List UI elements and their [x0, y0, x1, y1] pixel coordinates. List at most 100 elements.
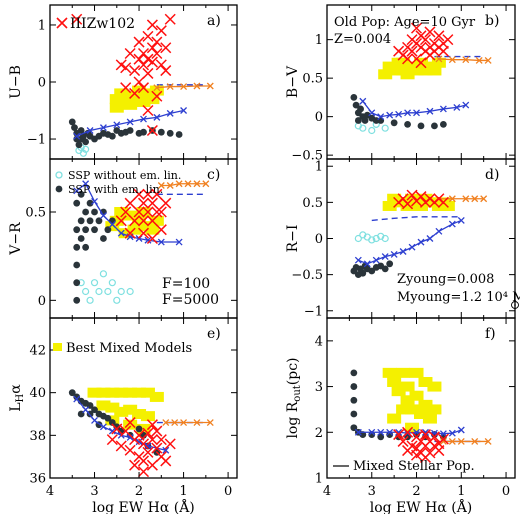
legend-observed-label: IIIZw102: [70, 16, 135, 32]
y-tick-label: 40: [29, 386, 46, 401]
observed-point: [428, 431, 440, 443]
observed-point: [129, 65, 141, 77]
best-mixed-model-point: [123, 91, 138, 102]
observed-point: [133, 53, 145, 65]
f100-marker: [408, 243, 416, 251]
f100-marker: [413, 109, 420, 117]
ssp-no-emission-point: [79, 149, 87, 157]
f100-marker: [448, 429, 456, 437]
plot-area-e: [68, 387, 214, 478]
f5000-marker: [171, 419, 179, 426]
f5000-marker: [448, 437, 456, 445]
observed-point: [151, 47, 163, 60]
x-tick-label: 0: [502, 484, 510, 499]
observed-point: [151, 442, 163, 454]
ssp-emission-point: [68, 118, 76, 126]
observed-point: [433, 30, 445, 42]
best-mixed-model-point: [96, 400, 111, 411]
y-tick-label: 0.5: [25, 206, 46, 221]
best-mixed-model-point: [114, 406, 129, 417]
f100-marker: [377, 113, 385, 121]
ssp-emission-point: [82, 226, 90, 234]
y-axis-label-tail: (pc): [285, 357, 301, 385]
f100-marker: [417, 238, 425, 246]
f100-marker: [359, 97, 367, 105]
ssp-emission-point: [361, 117, 369, 124]
observed-point: [142, 30, 154, 42]
y-tick-label: 1: [315, 160, 323, 175]
f100-marker: [73, 395, 81, 403]
observed-point: [142, 188, 154, 200]
observed-point: [402, 198, 414, 210]
ssp-emission-point: [73, 226, 81, 234]
ssp-emission-point: [91, 226, 98, 234]
best-mixed-model-point: [409, 65, 424, 76]
y-axis-label-main: V−R: [8, 222, 24, 256]
legend-best-mixed-label: Best Mixed Models: [66, 341, 192, 356]
best-mixed-model-point: [409, 390, 424, 401]
y-axis-label-tail: α: [8, 384, 24, 394]
f100-marker: [368, 428, 376, 436]
ssp-no-emission-point: [368, 126, 376, 135]
ssp-emission-point: [71, 124, 78, 132]
best-mixed-model-point: [427, 404, 442, 415]
panel-tag: e): [207, 326, 221, 342]
ssp-emission-point: [386, 260, 394, 268]
f100-marker: [113, 121, 121, 129]
legend-ssp-em-marker: [55, 185, 63, 193]
best-mixed-model-point: [105, 402, 120, 413]
best-mixed-model-point: [414, 409, 428, 419]
observed-point: [124, 47, 136, 60]
f100-marker: [426, 235, 434, 242]
f100-marker: [381, 253, 389, 261]
observed-point: [151, 90, 163, 102]
ssp-no-emission-point: [99, 270, 108, 278]
f100-marker: [135, 438, 143, 446]
best-mixed-model-point: [132, 409, 147, 419]
panel-grid: −101U−Ba)−0.500.51B−Vb)00.5V−Rc)−1−0.500…: [8, 4, 520, 514]
panel-c: 0 0.5V−R c): [8, 158, 238, 319]
f5000-marker: [175, 180, 183, 188]
observed-point: [410, 22, 423, 34]
observed-point: [155, 206, 167, 218]
observed-point: [419, 451, 432, 463]
ssp-no-emission-point: [90, 279, 99, 287]
ssp-emission-point: [86, 199, 94, 207]
best-mixed-model-point: [382, 367, 397, 378]
ssp-no-emission-point: [359, 124, 367, 132]
best-mixed-model-point: [387, 377, 402, 387]
f100-marker: [386, 111, 394, 119]
ssp-emission-point: [431, 122, 438, 130]
best-mixed-model-point: [427, 381, 442, 392]
observed-point: [160, 42, 172, 54]
observed-point: [164, 438, 176, 450]
observed-point: [133, 36, 145, 48]
legend-mixed-label: Mixed Stellar Pop.: [353, 459, 475, 474]
observed-point: [71, 13, 83, 25]
legend-f5000-label: F=5000: [162, 292, 219, 308]
ssp-emission-point: [100, 235, 107, 242]
observed-point: [406, 189, 418, 201]
f100-marker: [368, 109, 376, 117]
best-mixed-model-point: [105, 221, 120, 232]
f5000-marker: [206, 419, 214, 426]
plot-area-b: [350, 22, 492, 135]
observed-point: [124, 444, 136, 456]
best-mixed-model-point: [140, 387, 155, 398]
best-mixed-model-point: [400, 200, 415, 211]
panel-tag: b): [485, 13, 499, 29]
ssp-emission-point: [350, 396, 358, 404]
best-mixed-model-point: [396, 367, 411, 378]
ssp-emission-point: [354, 117, 362, 124]
ssp-emission-point: [82, 138, 90, 146]
y-tick-label: −1: [304, 304, 323, 319]
y-tick-label: 42: [29, 344, 46, 359]
best-mixed-model-point: [123, 387, 138, 398]
f5000-marker: [471, 437, 479, 445]
observed-point: [137, 438, 150, 450]
f100-marker: [457, 426, 465, 434]
observed-point: [442, 34, 454, 46]
observed-point: [142, 427, 154, 439]
best-mixed-model-point: [391, 57, 406, 68]
